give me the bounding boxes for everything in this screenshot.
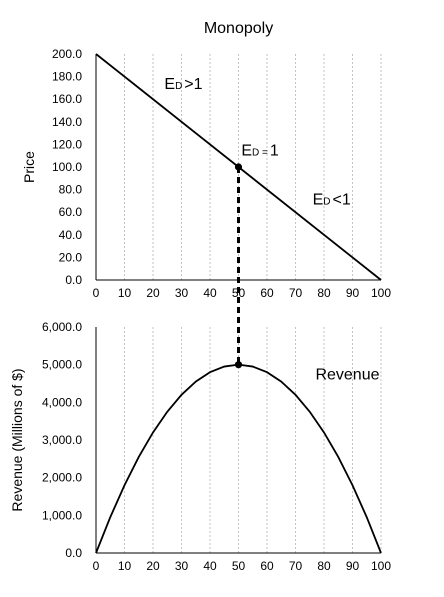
y-tick-label: 60.0 [59,205,83,219]
y-tick-label: 140.0 [52,115,82,129]
x-tick-label: 20 [146,559,160,573]
x-tick-label: 10 [118,286,132,300]
chart-panel-2: 0 10 20 30 40 50 60 70 80 90 100 0.0 1,000.0 2,000.0 3… [9,320,391,573]
x-tick-label: 80 [317,559,331,573]
y-tick-label: 160.0 [52,92,82,106]
x-tick-label: 40 [203,286,217,300]
x-tick-label: 10 [118,559,132,573]
unit-elastic-point [234,361,243,369]
y-tick-label: 200.0 [52,47,82,61]
x-tick-label: 40 [203,559,217,573]
y-tick-label: 20.0 [59,250,83,264]
x-tick-label: 60 [260,559,274,573]
y-tick-label: 180.0 [52,70,82,84]
x-tick-label: 50 [232,559,246,573]
y-tick-label: 6,000.0 [42,320,82,334]
y-axis-label: Price [21,151,37,183]
y-tick-label: 3,000.0 [42,433,82,447]
y-tick-label: 120.0 [52,137,82,151]
y-tick-label: 0.0 [65,546,82,560]
elasticity-annotation: ED >1 [164,76,202,93]
y-axis-label: Revenue (Millions of $) [9,368,25,511]
y-tick-label: 5,000.0 [42,358,82,372]
x-tick-label: 100 [371,559,391,573]
x-tick-label: 20 [146,286,160,300]
y-tick-label: 1,000.0 [42,508,82,522]
x-tick-label: 0 [93,559,100,573]
elasticity-annotation: ED <1 [313,191,351,208]
y-tick-label: 80.0 [59,183,83,197]
x-tick-label: 90 [346,559,360,573]
y-tick-label: 2,000.0 [42,471,82,485]
y-tick-label: 40.0 [59,228,83,242]
x-tick-label: 70 [289,286,303,300]
series-label: Revenue [315,367,379,384]
x-tick-label: 30 [175,286,189,300]
x-tick-label: 70 [289,559,303,573]
x-tick-label: 90 [346,286,360,300]
x-tick-label: 100 [371,286,391,300]
y-tick-label: 100.0 [52,160,82,174]
x-tick-label: 0 [93,286,100,300]
chart-title: Monopoly [204,20,273,37]
chart-panel-1: Monopoly01020304050607080901000.020.040.… [21,20,391,300]
y-tick-label: 0.0 [65,273,82,287]
x-tick-label: 30 [175,559,189,573]
x-tick-label: 60 [260,286,274,300]
x-tick-label: 80 [317,286,331,300]
y-tick-label: 4,000.0 [42,395,82,409]
elasticity-annotation: ED = 1 [241,143,279,160]
